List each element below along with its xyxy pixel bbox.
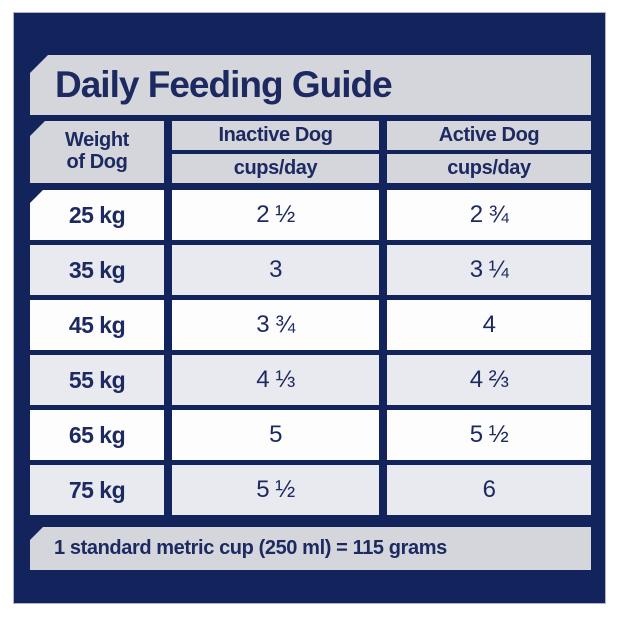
active-value-cell: 2 ¾ xyxy=(387,190,591,240)
weight-value: 25 kg xyxy=(68,201,126,228)
table-row: 75 kg 5 ½ 6 xyxy=(30,465,591,515)
table-row: 45 kg 3 ¾ 4 xyxy=(30,300,591,350)
active-value: 4 xyxy=(482,311,496,338)
weight-value: 75 kg xyxy=(68,476,126,503)
weight-cell: 75 kg xyxy=(30,465,164,515)
inactive-dog-unit: cups/day xyxy=(233,157,318,179)
weight-value: 35 kg xyxy=(68,256,126,283)
active-value-cell: 4 ⅔ xyxy=(387,355,591,405)
table-body: 25 kg 2 ½ 2 ¾ 35 kg 3 3 ¼ 45 kg 3 ¾ 4 55… xyxy=(30,190,591,515)
inactive-value-cell: 5 ½ xyxy=(172,465,379,515)
inactive-value-cell: 3 ¾ xyxy=(172,300,379,350)
inactive-dog-header-cell: Inactive Dog xyxy=(172,121,379,150)
active-value: 2 ¾ xyxy=(469,201,509,228)
table-row: 65 kg 5 5 ½ xyxy=(30,410,591,460)
active-dog-unit: cups/day xyxy=(447,157,531,179)
weight-header-line2: of Dog xyxy=(66,151,128,173)
weight-header-line1: Weight xyxy=(65,129,129,152)
active-value-cell: 3 ¼ xyxy=(387,245,591,295)
inactive-value-cell: 3 xyxy=(172,245,379,295)
active-value-cell: 5 ½ xyxy=(387,410,591,460)
active-dog-unit-cell: cups/day xyxy=(387,154,591,183)
weight-value: 45 kg xyxy=(68,311,126,338)
weight-cell: 35 kg xyxy=(30,245,164,295)
table-header-row: Weight of Dog Inactive Dog cups/day Acti… xyxy=(30,121,591,183)
weight-value: 55 kg xyxy=(68,366,126,393)
active-value: 4 ⅔ xyxy=(469,366,509,393)
inactive-value-cell: 5 xyxy=(172,410,379,460)
weight-cell: 65 kg xyxy=(30,410,164,460)
table-row: 25 kg 2 ½ 2 ¾ xyxy=(30,190,591,240)
inactive-dog-label: Inactive Dog xyxy=(218,124,333,146)
active-value: 3 ¼ xyxy=(469,256,509,283)
active-value-cell: 6 xyxy=(387,465,591,515)
guide-title: Daily Feeding Guide xyxy=(55,64,393,105)
active-dog-header-column: Active Dog cups/day xyxy=(387,121,591,183)
inactive-dog-unit-cell: cups/day xyxy=(172,154,379,183)
active-value-cell: 4 xyxy=(387,300,591,350)
inactive-value: 5 ½ xyxy=(256,476,295,503)
active-value: 6 xyxy=(482,476,496,503)
inactive-dog-header-column: Inactive Dog cups/day xyxy=(172,121,379,183)
inactive-value-cell: 4 ⅓ xyxy=(172,355,379,405)
feeding-guide-panel: Daily Feeding Guide Weight of Dog Inacti… xyxy=(14,13,605,603)
guide-title-bar: Daily Feeding Guide xyxy=(30,55,591,115)
table-row: 35 kg 3 3 ¼ xyxy=(30,245,591,295)
weight-value: 65 kg xyxy=(68,421,126,448)
inactive-value: 2 ½ xyxy=(256,201,295,228)
weight-cell: 25 kg xyxy=(30,190,164,240)
weight-cell: 45 kg xyxy=(30,300,164,350)
active-dog-header-cell: Active Dog xyxy=(387,121,591,150)
inactive-value: 5 xyxy=(269,421,282,448)
inactive-value: 3 xyxy=(269,256,282,283)
inactive-value: 3 ¾ xyxy=(256,311,295,338)
active-dog-label: Active Dog xyxy=(438,124,540,146)
inactive-value: 4 ⅓ xyxy=(256,366,295,393)
inactive-value-cell: 2 ½ xyxy=(172,190,379,240)
weight-of-dog-header-cell: Weight of Dog xyxy=(30,121,164,183)
active-value: 5 ½ xyxy=(469,421,509,448)
table-row: 55 kg 4 ⅓ 4 ⅔ xyxy=(30,355,591,405)
cup-conversion-note-bar: 1 standard metric cup (250 ml) = 115 gra… xyxy=(30,527,591,570)
weight-cell: 55 kg xyxy=(30,355,164,405)
cup-conversion-note: 1 standard metric cup (250 ml) = 115 gra… xyxy=(54,537,447,559)
